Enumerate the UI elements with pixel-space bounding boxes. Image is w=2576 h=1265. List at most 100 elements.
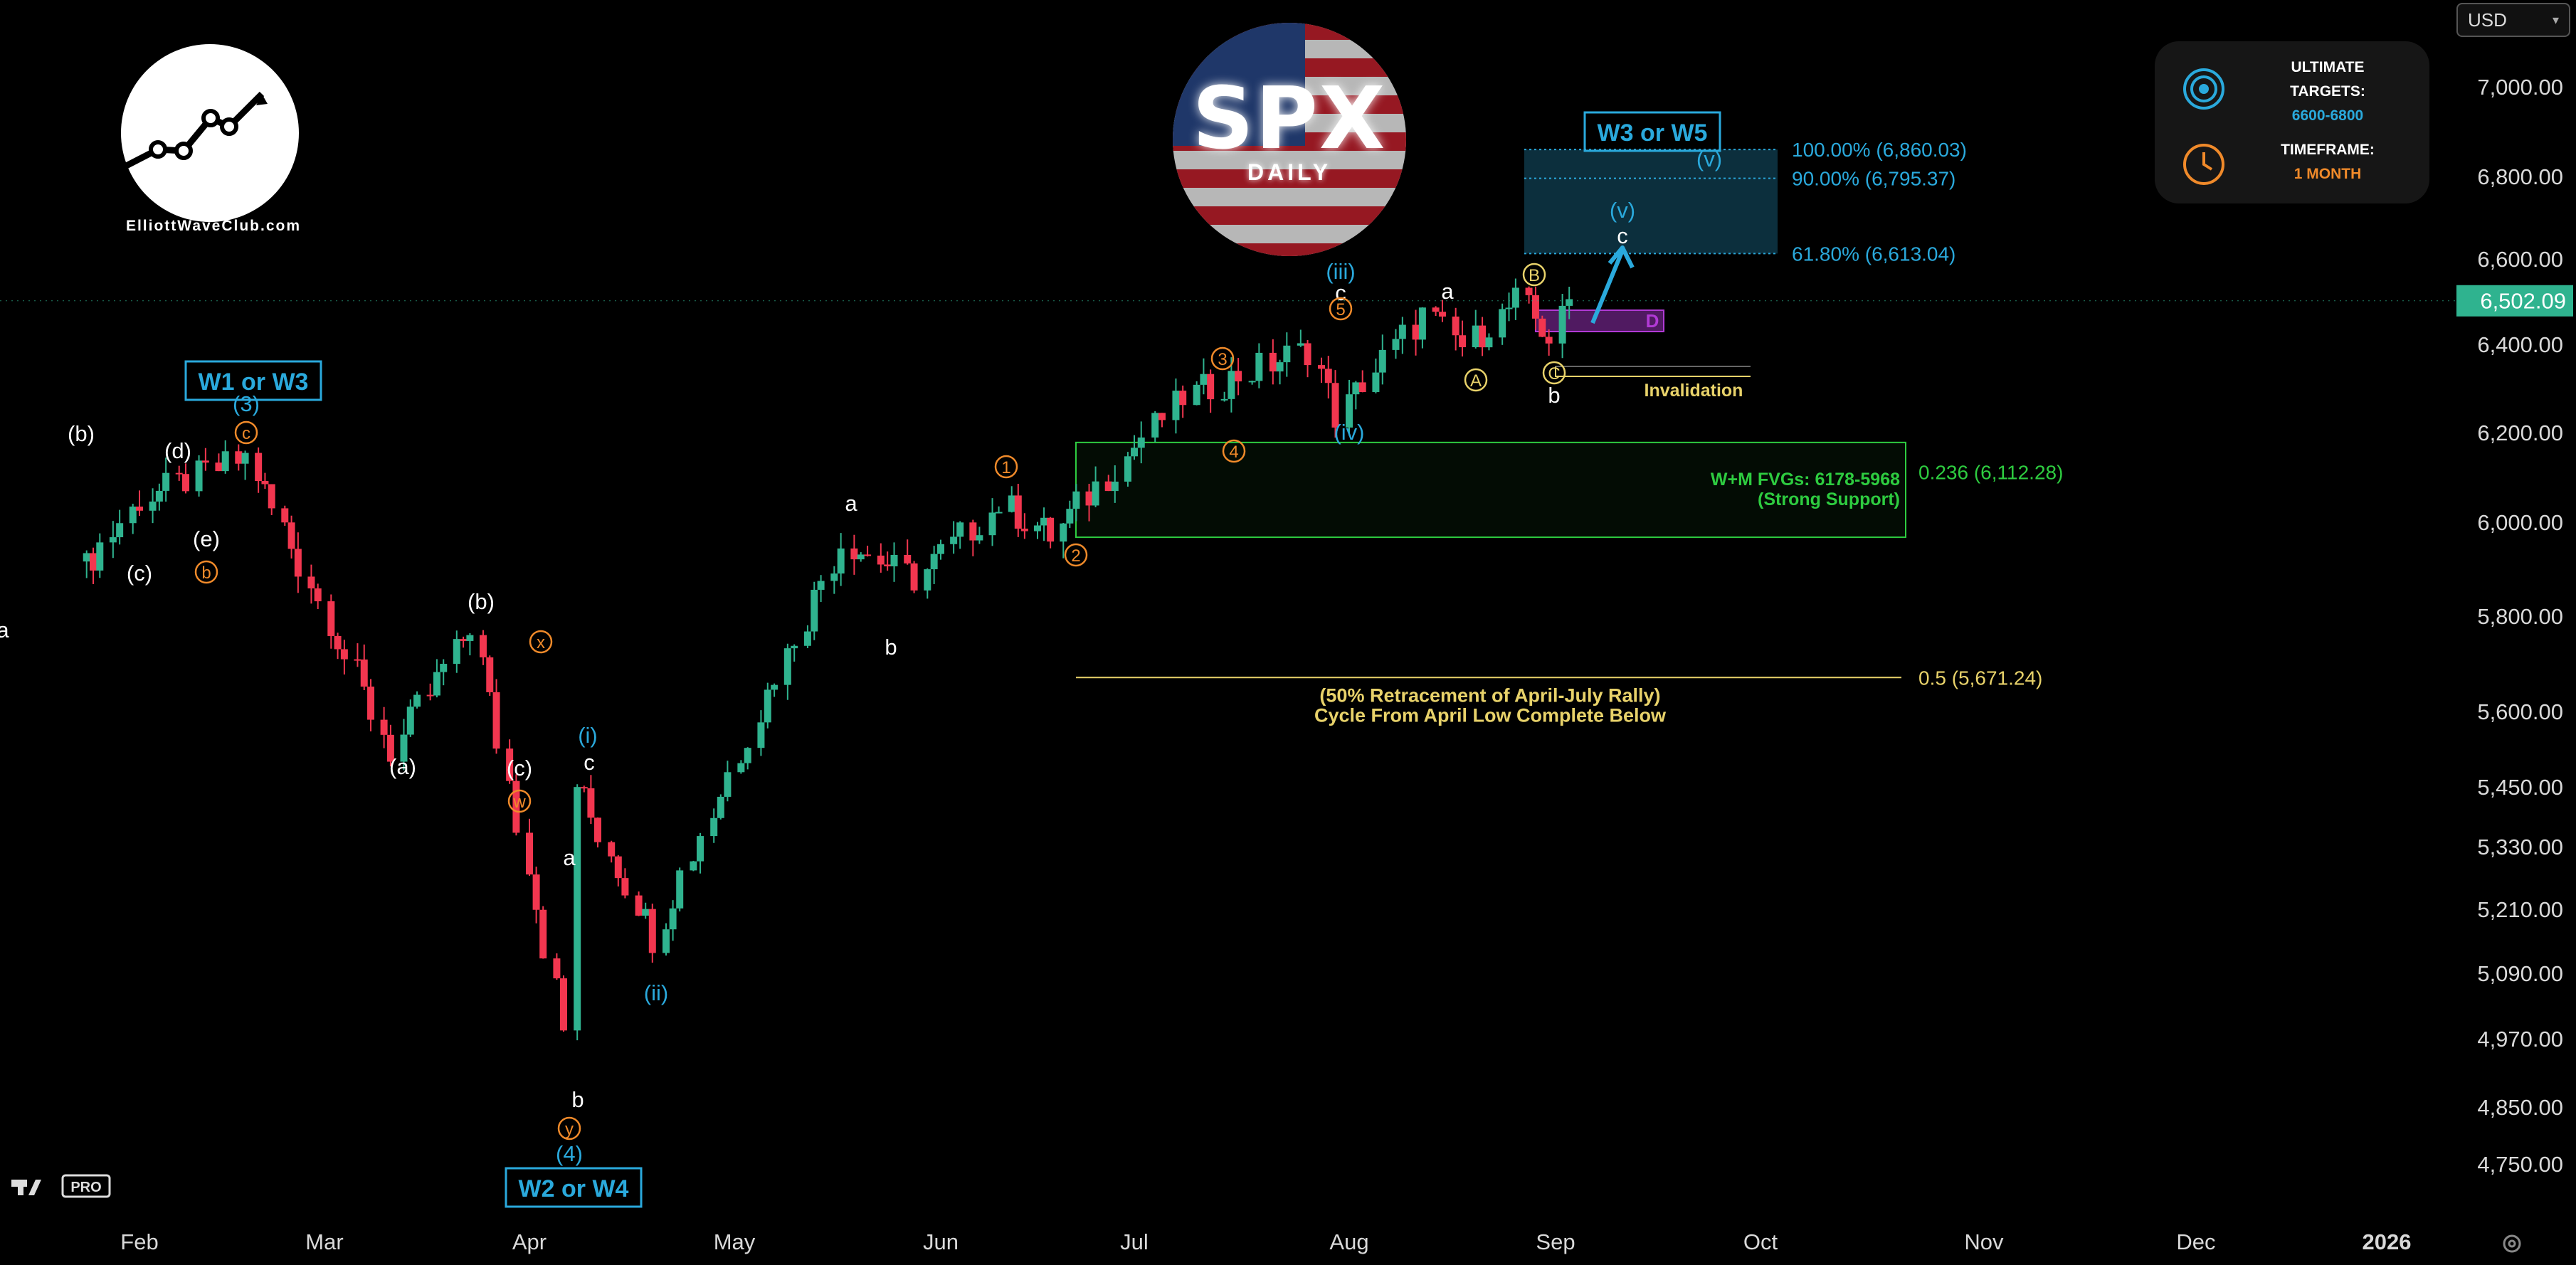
candle-body xyxy=(221,451,229,472)
candle-body xyxy=(1438,312,1446,317)
candle-body xyxy=(710,817,718,837)
candle-body xyxy=(594,817,601,842)
candle-body xyxy=(201,460,209,463)
candle-body xyxy=(327,601,335,636)
last-price-label: 6,502.09 xyxy=(2480,289,2566,314)
wave-label: a xyxy=(845,491,857,516)
candle-body xyxy=(956,522,964,537)
candle-body xyxy=(1179,391,1187,406)
candle-body xyxy=(1531,295,1539,319)
candle-body xyxy=(1418,307,1426,340)
wave-label: (a) xyxy=(389,754,416,779)
wave-box-label: W2 or W4 xyxy=(519,1175,629,1202)
x-axis-label: Feb xyxy=(120,1229,158,1254)
candle-body xyxy=(281,508,289,523)
candle-body xyxy=(988,512,996,536)
wave-label: (i) xyxy=(578,723,598,748)
candle-body xyxy=(969,522,977,541)
candle-body xyxy=(1505,307,1513,309)
candle-body xyxy=(635,895,643,916)
candle-body xyxy=(877,555,885,565)
timeframe-row: TIMEFRAME: 1 MONTH xyxy=(2155,131,2429,195)
wave-label: 5 xyxy=(1336,300,1345,319)
candle-body xyxy=(1047,517,1055,542)
wave-label-circle xyxy=(194,560,218,584)
fvg-label: W+M FVGs: 6178-5968 xyxy=(1711,470,1900,489)
candle-body xyxy=(479,635,487,657)
candle-body xyxy=(669,908,677,930)
candle-body xyxy=(386,734,394,762)
wave-logo-icon xyxy=(112,91,268,175)
candle-body xyxy=(261,481,269,485)
candle-body xyxy=(737,763,745,773)
candle-body xyxy=(215,462,223,472)
last-price-badge xyxy=(2456,285,2573,317)
candle-body xyxy=(1558,305,1566,344)
candle-body xyxy=(1276,362,1284,372)
d-zone-label: D xyxy=(1646,310,1659,332)
y-axis-label: 5,800.00 xyxy=(2477,604,2563,629)
spx-title: SPX xyxy=(1192,70,1387,169)
candle-body xyxy=(676,870,684,909)
candle-body xyxy=(690,861,697,871)
currency-select[interactable]: USD ▾ xyxy=(2456,3,2570,37)
candle-body xyxy=(287,522,295,549)
candle-body xyxy=(539,909,547,959)
candle-body xyxy=(1220,398,1228,401)
candle-body xyxy=(580,787,588,789)
candle-body xyxy=(830,573,838,581)
candle-body xyxy=(1111,481,1119,492)
target-icon xyxy=(2183,68,2224,110)
wave-label-circle xyxy=(1222,439,1246,463)
invalidation-label: Invalidation xyxy=(1645,381,1743,401)
wave-box xyxy=(1583,111,1721,152)
fib-label: 90.00% (6,795.37) xyxy=(1792,168,1955,190)
candle-body xyxy=(1172,391,1180,420)
candle-body xyxy=(116,523,124,538)
wave-box xyxy=(505,1167,643,1208)
candle-body xyxy=(697,836,704,862)
candle-body xyxy=(1304,343,1311,366)
d-zone xyxy=(1535,309,1664,332)
candle-body xyxy=(817,581,825,590)
candle-body xyxy=(864,554,872,556)
candle-body xyxy=(1040,517,1048,526)
wave-label: (3) xyxy=(233,391,260,416)
wave-label-circle xyxy=(557,1116,581,1140)
y-axis-label: 5,210.00 xyxy=(2477,897,2563,922)
candle-body xyxy=(1452,316,1459,336)
wave-label-circle xyxy=(1522,263,1546,287)
targets-row: ULTIMATE TARGETS: 6600-6800 xyxy=(2155,55,2429,124)
wave-label: a xyxy=(563,845,576,870)
wave-label: c xyxy=(242,424,250,443)
candle-body xyxy=(850,548,858,560)
logo-text: ElliottWaveClub.com xyxy=(125,218,302,234)
candle-body xyxy=(1346,394,1353,428)
projection-arrow-head xyxy=(1608,245,1635,269)
x-axis-label: Nov xyxy=(1964,1229,2004,1254)
spx-subtitle: DAILY xyxy=(1247,159,1332,185)
wave-label: (4) xyxy=(556,1141,583,1166)
gear-icon[interactable] xyxy=(2498,1229,2526,1258)
y-axis-label: 4,750.00 xyxy=(2477,1152,2563,1177)
wave-label: x xyxy=(537,633,545,652)
candle-body xyxy=(334,635,342,650)
candle-body xyxy=(1485,337,1493,348)
candle-body xyxy=(724,772,732,797)
fib-label: 100.00% (6,860.03) xyxy=(1792,139,1967,161)
candle-body xyxy=(950,536,958,544)
candle-body xyxy=(1472,325,1479,347)
candle-body xyxy=(526,832,533,875)
candle-body xyxy=(1352,382,1360,395)
wave-label: (v) xyxy=(1610,198,1635,223)
timeframe-value: 1 MONTH xyxy=(2293,166,2362,182)
candle-body xyxy=(995,512,1003,514)
candle-body xyxy=(1235,371,1242,382)
candle-body xyxy=(1331,383,1339,428)
candle-body xyxy=(460,639,468,641)
candle-body xyxy=(663,929,670,953)
wave-label: b xyxy=(201,563,211,583)
candle-body xyxy=(811,589,818,632)
candle-body xyxy=(1255,352,1263,381)
